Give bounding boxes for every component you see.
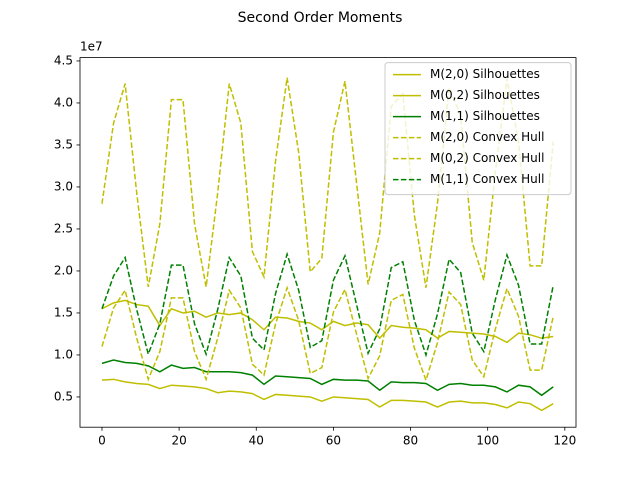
x-tick-label: 80 [403, 434, 418, 448]
x-tick-label: 120 [553, 434, 576, 448]
x-tick-label: 60 [326, 434, 341, 448]
y-offset-label: 1e7 [80, 40, 103, 54]
y-tick-label: 2.5 [54, 221, 73, 235]
y-tick-label: 3.5 [54, 137, 73, 151]
series-line [101, 299, 554, 344]
legend-label: M(2,0) Silhouettes [430, 67, 540, 81]
y-tick-label: 1.5 [54, 305, 73, 319]
legend-label: M(1,1) Convex Hull [430, 172, 544, 186]
x-tick-label: 0 [98, 434, 106, 448]
x-tick-label: 100 [476, 434, 499, 448]
legend-box [384, 62, 572, 196]
y-tick-label: 3.0 [54, 179, 73, 193]
chart-title: Second Order Moments [238, 10, 403, 26]
x-tick-label: 20 [171, 434, 186, 448]
legend-label: M(1,1) Silhouettes [430, 109, 540, 123]
legend-label: M(2,0) Convex Hull [430, 130, 544, 144]
series-line [101, 359, 554, 397]
y-tick-label: 4.5 [54, 53, 73, 67]
y-tick-label: 2.0 [54, 263, 73, 277]
plot-frame [79, 57, 577, 428]
series-line [101, 77, 554, 288]
legend-label: M(0,2) Convex Hull [430, 151, 544, 165]
y-tick-label: 0.5 [54, 389, 73, 403]
y-tick-label: 4.0 [54, 95, 73, 109]
series-line [101, 251, 554, 358]
series-line [101, 378, 554, 412]
y-tick-label: 1.0 [54, 347, 73, 361]
x-tick-label: 40 [249, 434, 264, 448]
legend-label: M(0,2) Silhouettes [430, 88, 540, 102]
